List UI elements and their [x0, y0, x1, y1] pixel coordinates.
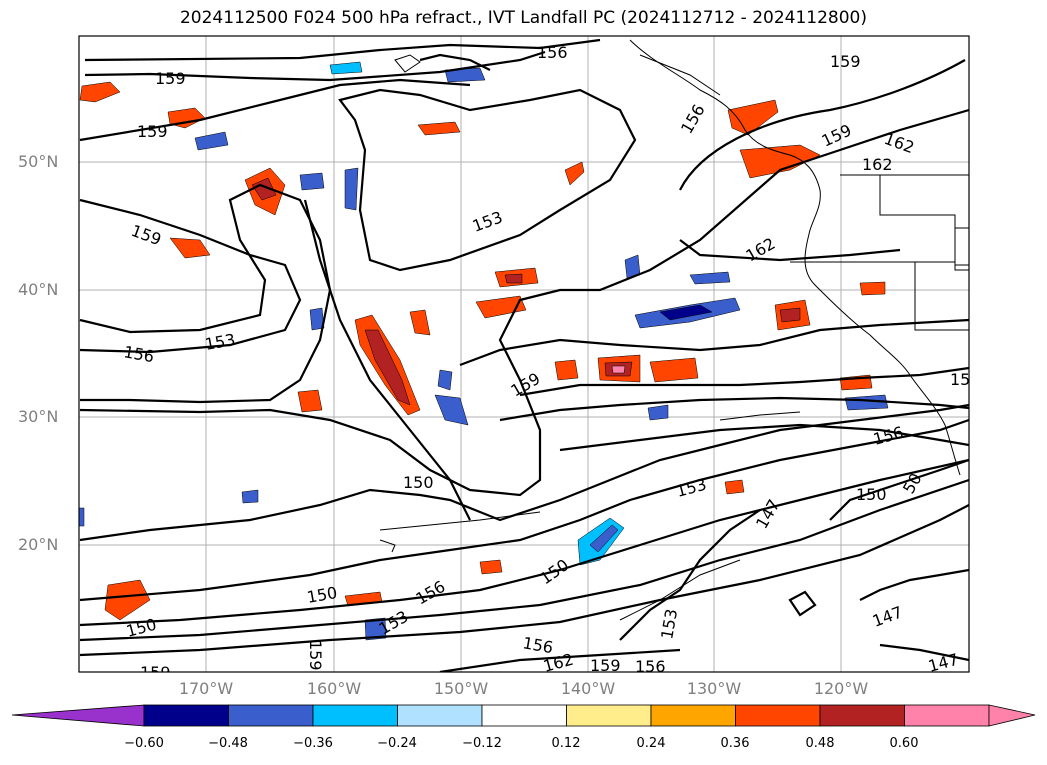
colorbar-extend-min — [11, 704, 145, 727]
contour-label: 15 — [950, 370, 970, 389]
colorbar-tick-label: −0.24 — [377, 736, 417, 751]
colorbar-tick-label: 0.48 — [805, 736, 835, 751]
colorbar-extend-max — [988, 704, 1036, 727]
lon-label: 120°W — [813, 679, 869, 698]
contour-label: 150 — [856, 485, 887, 504]
map-title: 2024112500 F024 500 hPa refract., IVT La… — [179, 8, 867, 28]
contour-label: 159 — [830, 52, 861, 71]
contour-labels: 156 159 159 159 153 156 153 159 162 162 … — [122, 43, 970, 682]
colorbar-swatch — [228, 704, 314, 727]
colorbar-tick-label: −0.12 — [462, 736, 502, 751]
lat-label: 50°N — [18, 152, 59, 171]
colorbar-tick-label: 0.12 — [551, 736, 581, 751]
contour-label: 147 — [926, 650, 960, 676]
colorbar-tick-label: 0.24 — [636, 736, 666, 751]
contour-label: 159 — [590, 656, 621, 675]
coastlines — [379, 39, 969, 553]
colorbar-swatch — [650, 704, 736, 727]
contour-label: 162 — [862, 155, 893, 174]
colorbar-swatch — [312, 704, 398, 727]
lat-label: 40°N — [18, 280, 59, 299]
refractivity-fill — [79, 61, 889, 641]
contour-label: 150 — [403, 473, 434, 492]
contour-label: 159 — [155, 69, 186, 88]
lon-label: 130°W — [686, 679, 742, 698]
lon-label: 170°W — [178, 679, 234, 698]
lon-label: 140°W — [560, 679, 616, 698]
lat-label: 30°N — [18, 407, 59, 426]
colorbar-tick-label: −0.60 — [124, 736, 164, 751]
colorbar-swatch — [904, 704, 990, 727]
colorbar — [11, 704, 1036, 727]
colorbar-swatch — [143, 704, 229, 727]
lon-label: 160°W — [306, 679, 362, 698]
colorbar-tick-label: −0.36 — [293, 736, 333, 751]
colorbar-swatch — [481, 704, 567, 727]
lon-label: 150°W — [433, 679, 489, 698]
lat-label: 20°N — [18, 535, 59, 554]
contour-label: 156 — [537, 43, 568, 62]
contour-label: 162 — [541, 650, 575, 676]
contour-lines — [79, 38, 969, 672]
contour-lines-thin — [379, 411, 801, 621]
contour-label: 159 — [137, 122, 168, 141]
contour-label: 156 — [635, 657, 666, 676]
colorbar-swatch — [397, 704, 483, 727]
graticule — [79, 36, 969, 672]
colorbar-swatch — [819, 704, 905, 727]
colorbar-tick-label: 0.60 — [889, 736, 919, 751]
colorbar-tick-label: −0.48 — [208, 736, 248, 751]
colorbar-swatch — [735, 704, 821, 727]
contour-label: 159 — [306, 640, 325, 671]
colorbar-swatch — [566, 704, 652, 727]
plot-frame — [78, 35, 970, 673]
colorbar-tick-label: 0.36 — [720, 736, 750, 751]
contour-label: 159 — [140, 663, 171, 682]
